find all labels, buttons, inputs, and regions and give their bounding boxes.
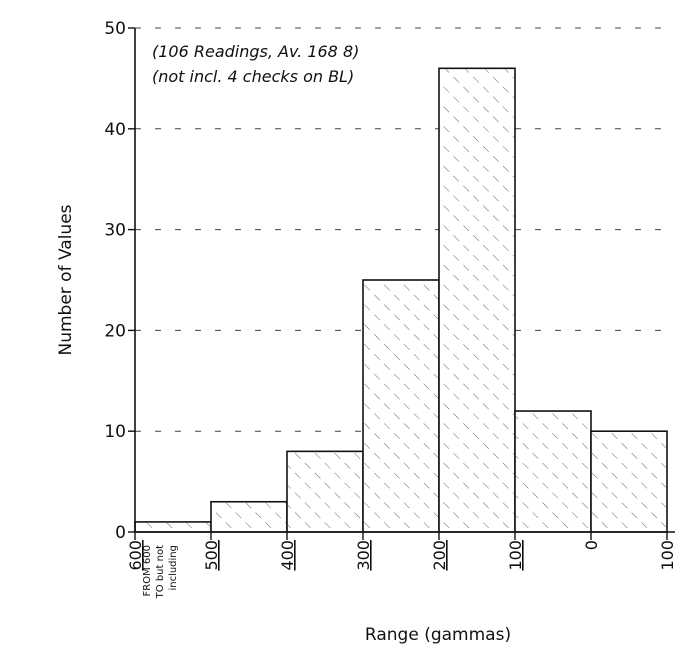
- bar-hatch-5: [516, 412, 590, 532]
- y-tick-label-10: 10: [104, 422, 126, 442]
- x-tick-label-5: 100: [506, 540, 525, 571]
- first-bin-note: FROM 600 TO but not including: [142, 545, 179, 599]
- x-tick-label-1: 500: [202, 540, 221, 571]
- x-tick-label-4: 200: [430, 540, 449, 571]
- y-tick-label-20: 20: [104, 321, 126, 341]
- x-tick-label-6: 0: [582, 540, 601, 550]
- y-tick-label-0: 0: [115, 523, 126, 543]
- x-tick-label-0: 600: [126, 540, 145, 571]
- y-tick-label-50: 50: [104, 19, 126, 39]
- bar-hatch-3: [364, 281, 438, 532]
- bar-hatch-0: [136, 522, 210, 532]
- x-tick-label-7: 100: [658, 540, 677, 571]
- y-tick-label-30: 30: [104, 221, 126, 241]
- first-bin-note-line-0: FROM 600: [142, 545, 153, 596]
- bar-hatch-2: [288, 452, 362, 532]
- first-bin-note-line-2: including: [168, 545, 179, 591]
- bars: [134, 67, 668, 533]
- annotation-line-2: (not incl. 4 checks on BL): [152, 67, 354, 86]
- y-axis-label: Number of Values: [56, 204, 76, 355]
- axes: [134, 28, 675, 533]
- annotation-line-1: (106 Readings, Av. 168 8): [152, 42, 359, 61]
- first-bin-note-line-1: TO but not: [155, 545, 166, 599]
- x-axis-label: Range (gammas): [365, 625, 511, 645]
- x-tick-label-3: 300: [354, 540, 373, 571]
- y-tick-label-40: 40: [104, 120, 126, 140]
- bar-hatch-6: [592, 432, 666, 532]
- x-tick-label-2: 400: [278, 540, 297, 571]
- bar-hatch-1: [212, 502, 286, 532]
- bar-hatch-4: [440, 69, 514, 532]
- y-ticks: 0 10 20 30 40 50: [104, 19, 135, 543]
- x-ticks: 600 500 400 300 200 100 0 100: [126, 532, 677, 571]
